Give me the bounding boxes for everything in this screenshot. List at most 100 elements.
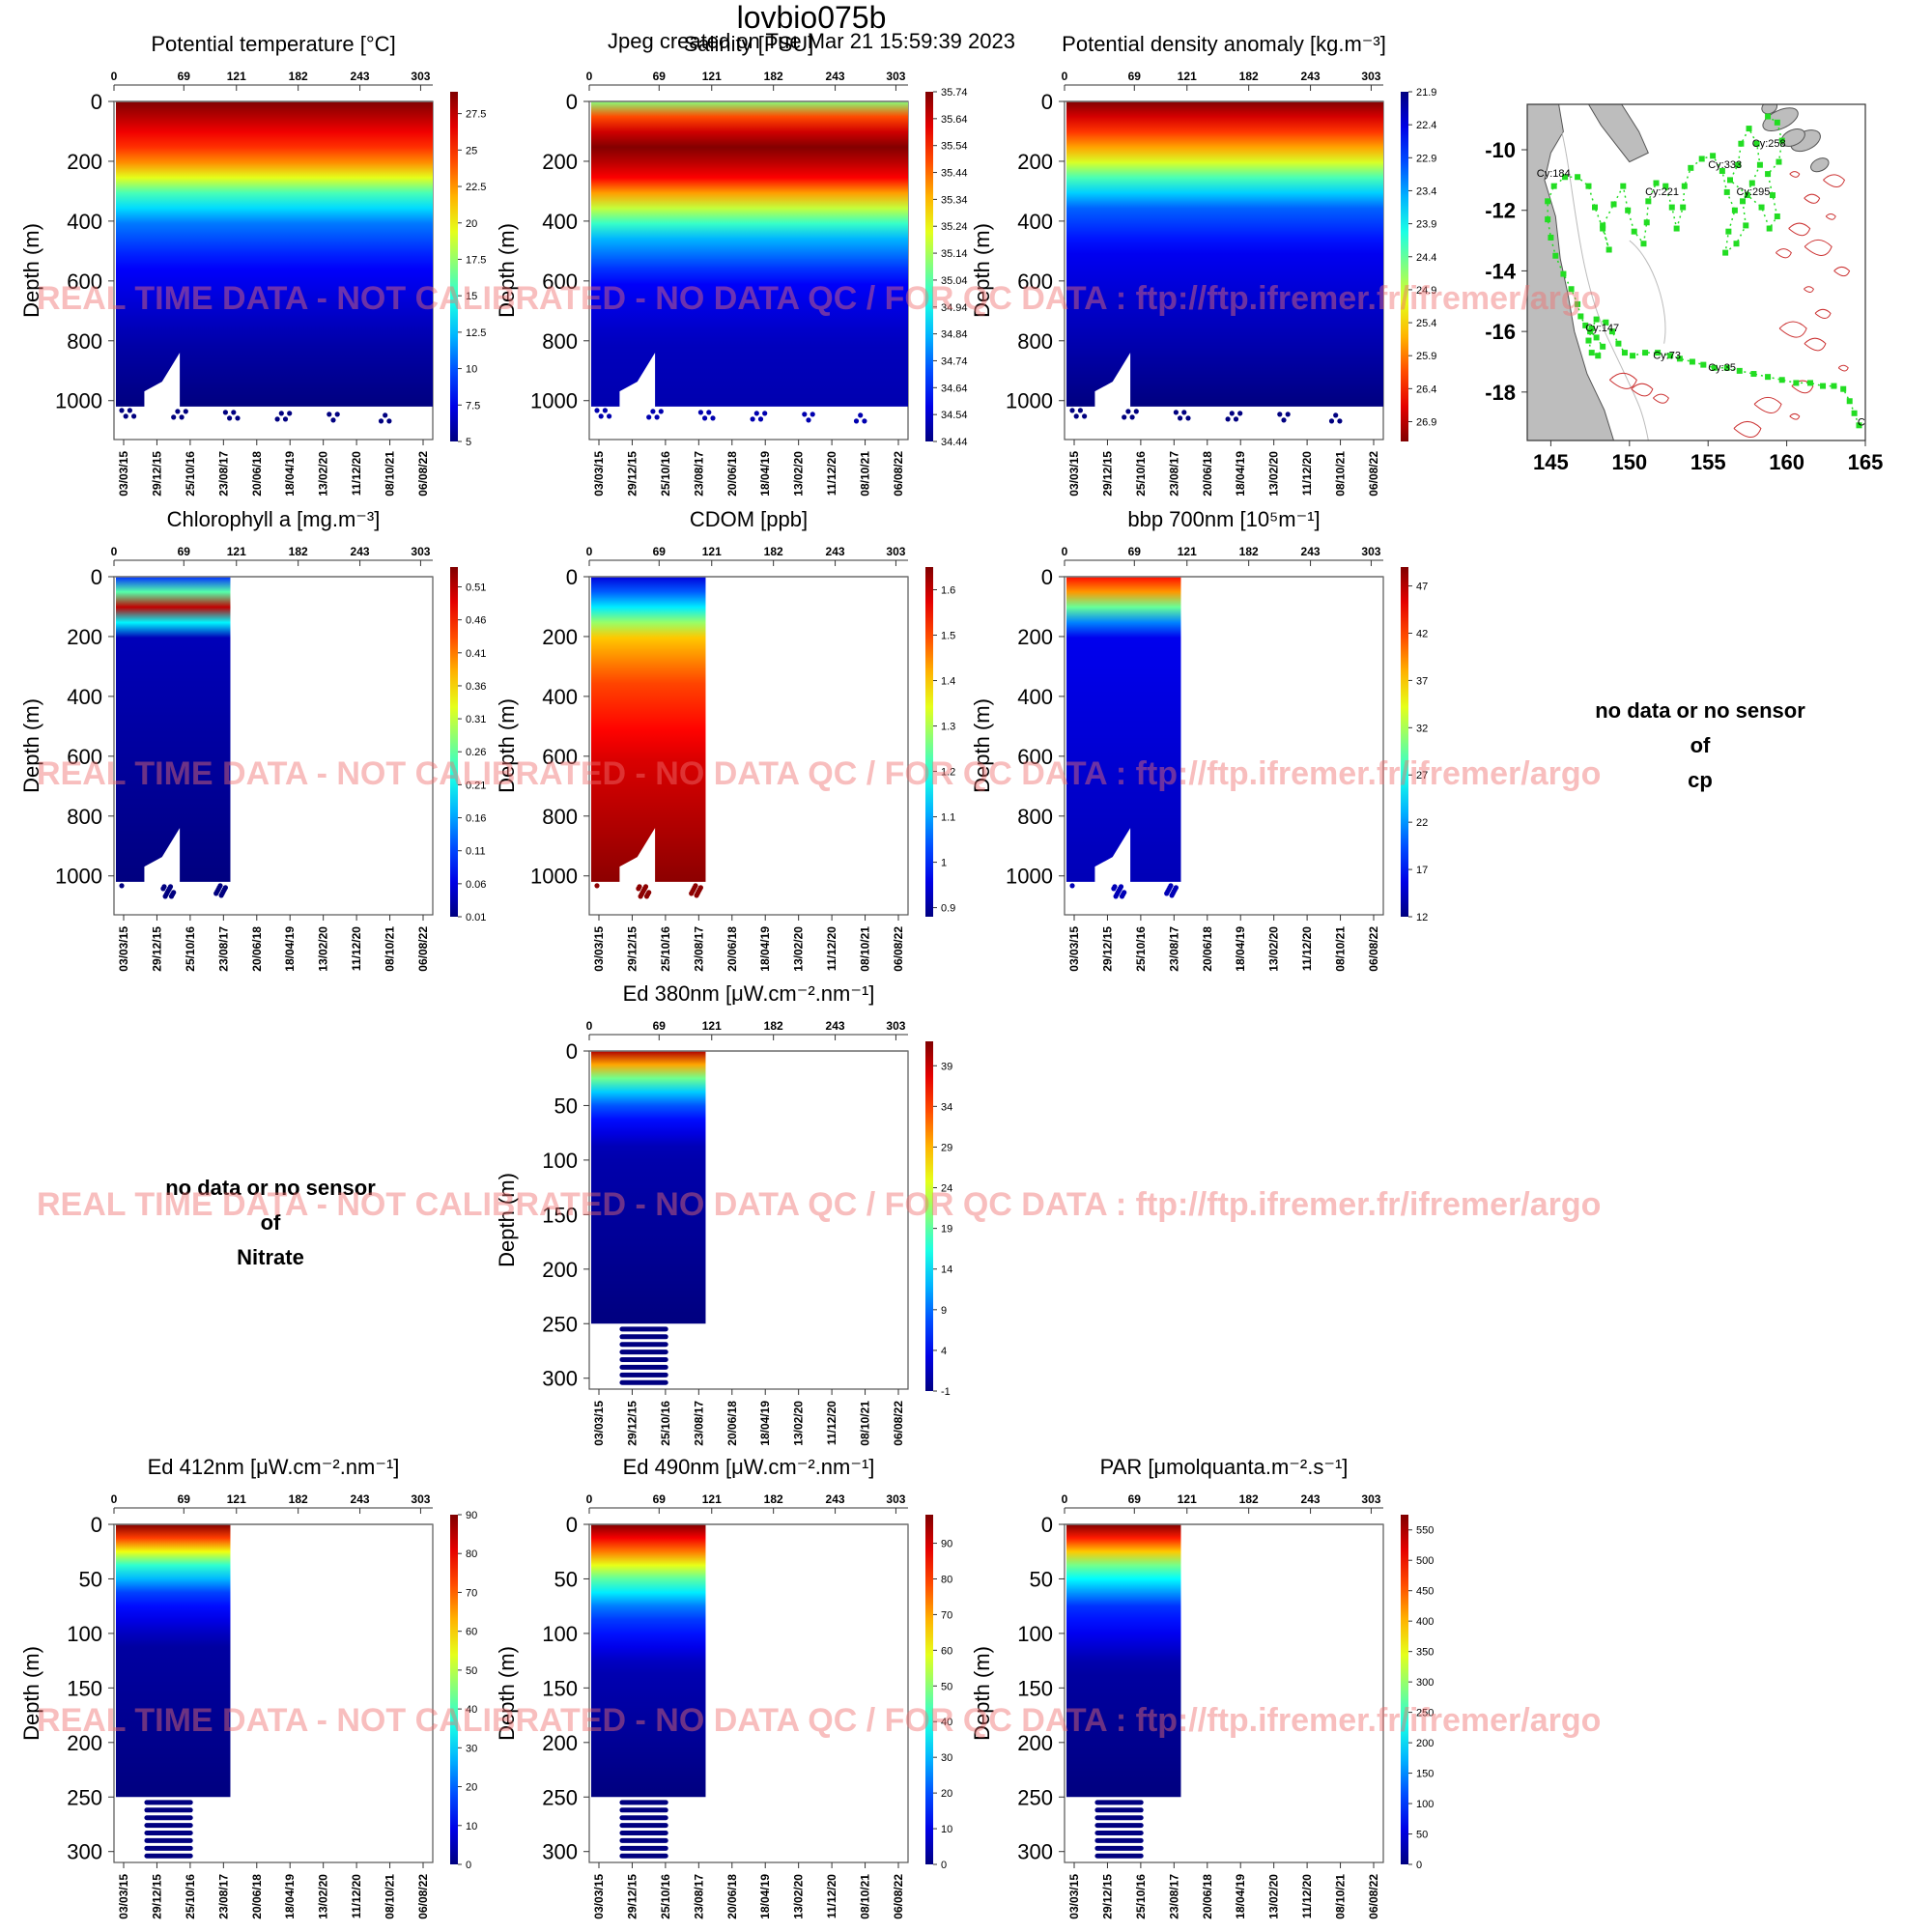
deep-sample-dot xyxy=(1073,413,1079,419)
float-position xyxy=(1731,207,1738,213)
colorbar-tick-label: 34.74 xyxy=(941,355,968,367)
deep-sample-dot xyxy=(123,413,128,419)
deep-sample-dot xyxy=(1113,894,1119,899)
y-tick-label: 100 xyxy=(1017,1622,1053,1646)
colorbar-tick-label: 23.4 xyxy=(1416,185,1436,197)
bottom-tick-label: 23/08/17 xyxy=(1167,926,1180,972)
deep-sample-dot xyxy=(1185,415,1191,421)
top-tick-label: 243 xyxy=(351,545,370,558)
y-tick-label: 200 xyxy=(67,150,102,174)
colorbar-tick-label: 34.94 xyxy=(941,302,968,314)
y-axis-label: Depth (m) xyxy=(495,698,519,793)
deep-sample-row xyxy=(144,1853,193,1859)
deep-sample-row xyxy=(619,1837,668,1843)
float-position xyxy=(1738,140,1745,147)
y-tick-label: 300 xyxy=(542,1367,578,1391)
y-tick-label: 800 xyxy=(542,805,578,829)
top-tick-label: 0 xyxy=(586,1019,593,1033)
reef-outline xyxy=(1825,213,1836,220)
float-position xyxy=(1673,225,1680,232)
top-tick-label: 121 xyxy=(1178,70,1197,83)
float-position xyxy=(1593,316,1600,323)
colorbar-tick-label: 22.4 xyxy=(1416,120,1436,131)
top-tick-label: 121 xyxy=(227,545,246,558)
deep-sample-row xyxy=(144,1837,193,1843)
panel-cdom: CDOM [ppb]0 69 121 182 243 303020040060080010… xyxy=(495,507,955,972)
colorbar-tick-label: 550 xyxy=(1416,1525,1434,1537)
float-position xyxy=(1698,156,1705,162)
float-position xyxy=(1733,241,1740,247)
colorbar-tick-label: 150 xyxy=(1416,1769,1434,1780)
float-position xyxy=(1560,270,1567,277)
deep-sample-dot xyxy=(650,409,656,414)
y-tick-label: 150 xyxy=(542,1676,578,1700)
float-position xyxy=(1756,161,1763,168)
y-axis-label: Depth (m) xyxy=(495,1646,519,1741)
y-tick-label: 100 xyxy=(67,1622,102,1646)
float-position xyxy=(1765,374,1772,381)
bottom-tick-label: 23/08/17 xyxy=(216,1874,230,1919)
y-tick-label: 0 xyxy=(1041,565,1053,589)
deep-sample-dot xyxy=(1181,410,1187,415)
float-position xyxy=(1769,192,1776,199)
y-tick-label: 0 xyxy=(91,90,102,114)
float-position xyxy=(1642,350,1649,356)
y-tick-label: 400 xyxy=(542,685,578,709)
float-position xyxy=(1740,198,1747,205)
reef-outline xyxy=(1833,266,1851,277)
top-tick-label: 121 xyxy=(702,545,722,558)
float-position xyxy=(1744,192,1750,199)
bottom-tick-label: 18/04/19 xyxy=(1234,451,1247,497)
bottom-tick-label: 25/10/16 xyxy=(184,1874,197,1919)
float-position xyxy=(1723,188,1730,195)
bottom-tick-label: 25/10/16 xyxy=(184,926,197,972)
colorbar-tick-label: 34.44 xyxy=(941,437,968,448)
float-position xyxy=(1655,350,1662,356)
y-tick-label: 1000 xyxy=(1006,389,1053,413)
deep-sample-dot xyxy=(1173,410,1179,415)
cycle-annotation: Cy:221 xyxy=(1645,186,1679,198)
colorbar-tick-label: 0.36 xyxy=(466,681,486,693)
deep-sample-dot xyxy=(638,894,643,899)
map-x-tick-label: 160 xyxy=(1769,450,1804,474)
y-tick-label: 1000 xyxy=(1006,865,1053,889)
colorbar-tick-label: 23.9 xyxy=(1416,219,1436,231)
top-tick-label: 243 xyxy=(826,1492,845,1506)
deep-sample-dot xyxy=(757,416,764,422)
deep-sample-dot xyxy=(1178,415,1183,421)
y-tick-label: 150 xyxy=(67,1676,102,1700)
bottom-tick-label: 29/12/15 xyxy=(625,926,639,972)
panel-salinity: Salinity [PSU] 0 69 121 182 243 303 0 200 400 600 8… xyxy=(495,32,968,497)
bottom-tick-label: 08/10/21 xyxy=(1334,1874,1348,1919)
float-position xyxy=(1725,228,1732,235)
deep-sample-dot xyxy=(235,415,241,421)
colorbar-tick-label: 20 xyxy=(941,1788,952,1800)
colorbar xyxy=(925,567,933,917)
deep-sample-dot xyxy=(702,415,708,421)
bottom-tick-label: 20/06/18 xyxy=(1201,926,1214,972)
deep-sample-dot xyxy=(222,410,228,415)
deep-sample-row xyxy=(1094,1845,1144,1851)
island xyxy=(1810,157,1830,173)
panel-title: Salinity [PSU] xyxy=(684,32,814,56)
bottom-tick-label: 11/12/20 xyxy=(350,451,363,496)
float-position xyxy=(1600,222,1606,229)
float-position xyxy=(1585,337,1592,344)
profile-field xyxy=(591,1051,706,1324)
colorbar-tick-label: 80 xyxy=(466,1548,477,1560)
bottom-tick-label: 23/08/17 xyxy=(216,451,230,497)
deep-sample-dot xyxy=(1337,418,1343,424)
top-tick-label: 0 xyxy=(586,70,593,83)
bottom-tick-label: 20/06/18 xyxy=(1201,1874,1214,1919)
float-position xyxy=(1640,241,1647,247)
bottom-tick-label: 18/04/19 xyxy=(758,1401,772,1446)
panel-title: CDOM [ppb] xyxy=(690,507,808,531)
deep-sample-dot xyxy=(1169,893,1175,898)
y-tick-label: 200 xyxy=(542,1731,578,1755)
bottom-tick-label: 11/12/20 xyxy=(825,926,838,971)
colorbar-tick-label: 60 xyxy=(466,1627,477,1638)
deep-sample-dot xyxy=(750,416,755,422)
colorbar-tick-label: 35.34 xyxy=(941,194,968,206)
deep-sample-row xyxy=(619,1364,668,1370)
